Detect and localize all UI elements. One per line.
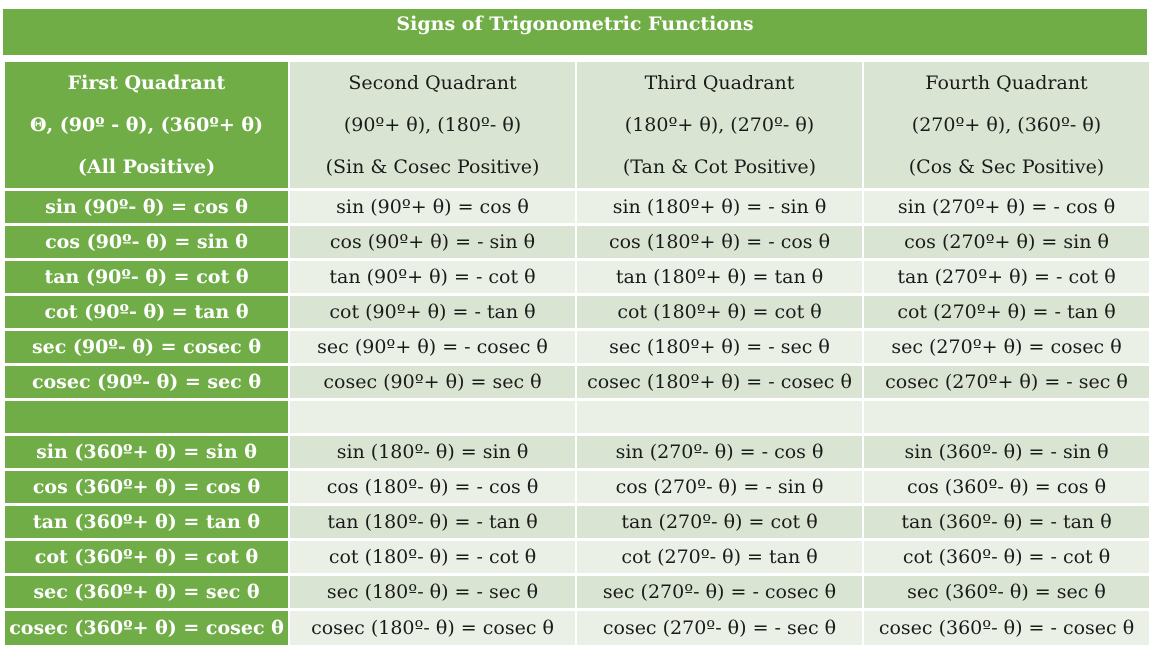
spacer-cell — [5, 401, 288, 433]
table-cell: tan (270º- θ) = cot θ — [577, 506, 862, 538]
table-row: sec (360º+ θ) = sec θ sec (180º- θ) = - … — [5, 576, 1149, 608]
quadrant-angles: (90º+ θ), (180º- θ) — [343, 114, 522, 136]
table-cell: cosec (180º+ θ) = - cosec θ — [577, 366, 862, 398]
table-row: tan (90º- θ) = cot θ tan (90º+ θ) = - co… — [5, 261, 1149, 293]
table-title: Signs of Trigonometric Functions — [3, 9, 1147, 55]
table-cell: cos (90º+ θ) = - sin θ — [290, 226, 575, 258]
first-quadrant-header: First Quadrant Θ, (90º - θ), (360º+ θ) (… — [5, 62, 288, 188]
table-cell: sin (270º- θ) = - cos θ — [577, 436, 862, 468]
spacer-cell — [864, 401, 1149, 433]
table-row: sin (90º- θ) = cos θ sin (90º+ θ) = cos … — [5, 191, 1149, 223]
table-cell: sin (360º- θ) = - sin θ — [864, 436, 1149, 468]
row-label: sin (360º+ θ) = sin θ — [5, 436, 288, 468]
quadrant-name: First Quadrant — [67, 72, 226, 94]
table-cell: tan (270º+ θ) = - cot θ — [864, 261, 1149, 293]
table-cell: cos (180º+ θ) = - cos θ — [577, 226, 862, 258]
table-cell: cot (180º+ θ) = cot θ — [577, 296, 862, 328]
row-label: sec (360º+ θ) = sec θ — [5, 576, 288, 608]
table-cell: tan (180º+ θ) = tan θ — [577, 261, 862, 293]
quadrant-angles: (180º+ θ), (270º- θ) — [624, 114, 815, 136]
table-row: cosec (360º+ θ) = cosec θ cosec (180º- θ… — [5, 611, 1149, 645]
table-cell: sec (360º- θ) = sec θ — [864, 576, 1149, 608]
table-cell: cot (270º+ θ) = - tan θ — [864, 296, 1149, 328]
table-cell: sin (90º+ θ) = cos θ — [290, 191, 575, 223]
fourth-quadrant-header: Fourth Quadrant (270º+ θ), (360º- θ) (Co… — [864, 62, 1149, 188]
table-cell: tan (90º+ θ) = - cot θ — [290, 261, 575, 293]
row-label: cot (360º+ θ) = cot θ — [5, 541, 288, 573]
table-cell: cot (90º+ θ) = - tan θ — [290, 296, 575, 328]
table-cell: cot (180º- θ) = - cot θ — [290, 541, 575, 573]
table-cell: cot (360º- θ) = - cot θ — [864, 541, 1149, 573]
second-quadrant-header: Second Quadrant (90º+ θ), (180º- θ) (Sin… — [290, 62, 575, 188]
table-cell: cosec (90º+ θ) = sec θ — [290, 366, 575, 398]
table-cell: cosec (360º- θ) = - cosec θ — [864, 611, 1149, 645]
row-label: cosec (360º+ θ) = cosec θ — [5, 611, 288, 645]
trig-signs-table: First Quadrant Θ, (90º - θ), (360º+ θ) (… — [3, 59, 1151, 648]
spacer-cell — [290, 401, 575, 433]
spacer-row — [5, 401, 1149, 433]
quadrant-angles: Θ, (90º - θ), (360º+ θ) — [29, 114, 264, 136]
table-cell: tan (180º- θ) = - tan θ — [290, 506, 575, 538]
table-row: sec (90º- θ) = cosec θ sec (90º+ θ) = - … — [5, 331, 1149, 363]
row-label: cosec (90º- θ) = sec θ — [5, 366, 288, 398]
row-label: cos (90º- θ) = sin θ — [5, 226, 288, 258]
quadrant-name: Third Quadrant — [644, 72, 795, 94]
table-cell: sec (90º+ θ) = - cosec θ — [290, 331, 575, 363]
row-label: tan (360º+ θ) = tan θ — [5, 506, 288, 538]
quadrant-angles: (270º+ θ), (360º- θ) — [911, 114, 1102, 136]
spacer-cell — [577, 401, 862, 433]
table-cell: sin (180º- θ) = sin θ — [290, 436, 575, 468]
row-label: sin (90º- θ) = cos θ — [5, 191, 288, 223]
quadrant-sign: (All Positive) — [77, 156, 216, 178]
table-row: cos (360º+ θ) = cos θ cos (180º- θ) = - … — [5, 471, 1149, 503]
header-row: First Quadrant Θ, (90º - θ), (360º+ θ) (… — [5, 62, 1149, 188]
table-row: sin (360º+ θ) = sin θ sin (180º- θ) = si… — [5, 436, 1149, 468]
table-cell: cot (270º- θ) = tan θ — [577, 541, 862, 573]
table-cell: sec (180º+ θ) = - sec θ — [577, 331, 862, 363]
quadrant-name: Fourth Quadrant — [925, 72, 1088, 94]
table-cell: cos (180º- θ) = - cos θ — [290, 471, 575, 503]
table-cell: sin (270º+ θ) = - cos θ — [864, 191, 1149, 223]
table-cell: cosec (180º- θ) = cosec θ — [290, 611, 575, 645]
table-row: cos (90º- θ) = sin θ cos (90º+ θ) = - si… — [5, 226, 1149, 258]
quadrant-name: Second Quadrant — [348, 72, 517, 94]
table-cell: cos (360º- θ) = cos θ — [864, 471, 1149, 503]
table-cell: sec (180º- θ) = - sec θ — [290, 576, 575, 608]
quadrant-sign: (Cos & Sec Positive) — [908, 156, 1105, 178]
table-row: cosec (90º- θ) = sec θ cosec (90º+ θ) = … — [5, 366, 1149, 398]
table-row: cot (360º+ θ) = cot θ cot (180º- θ) = - … — [5, 541, 1149, 573]
table-row: cot (90º- θ) = tan θ cot (90º+ θ) = - ta… — [5, 296, 1149, 328]
table-cell: sec (270º- θ) = - cosec θ — [577, 576, 862, 608]
row-label: cot (90º- θ) = tan θ — [5, 296, 288, 328]
table-cell: cos (270º+ θ) = sin θ — [864, 226, 1149, 258]
third-quadrant-header: Third Quadrant (180º+ θ), (270º- θ) (Tan… — [577, 62, 862, 188]
table-cell: sec (270º+ θ) = cosec θ — [864, 331, 1149, 363]
table-cell: tan (360º- θ) = - tan θ — [864, 506, 1149, 538]
row-label: cos (360º+ θ) = cos θ — [5, 471, 288, 503]
table-cell: cosec (270º- θ) = - sec θ — [577, 611, 862, 645]
table-cell: cos (270º- θ) = - sin θ — [577, 471, 862, 503]
quadrant-sign: (Sin & Cosec Positive) — [325, 156, 540, 178]
table-cell: cosec (270º+ θ) = - sec θ — [864, 366, 1149, 398]
table-cell: sin (180º+ θ) = - sin θ — [577, 191, 862, 223]
table-row: tan (360º+ θ) = tan θ tan (180º- θ) = - … — [5, 506, 1149, 538]
row-label: sec (90º- θ) = cosec θ — [5, 331, 288, 363]
quadrant-sign: (Tan & Cot Positive) — [622, 156, 817, 178]
row-label: tan (90º- θ) = cot θ — [5, 261, 288, 293]
